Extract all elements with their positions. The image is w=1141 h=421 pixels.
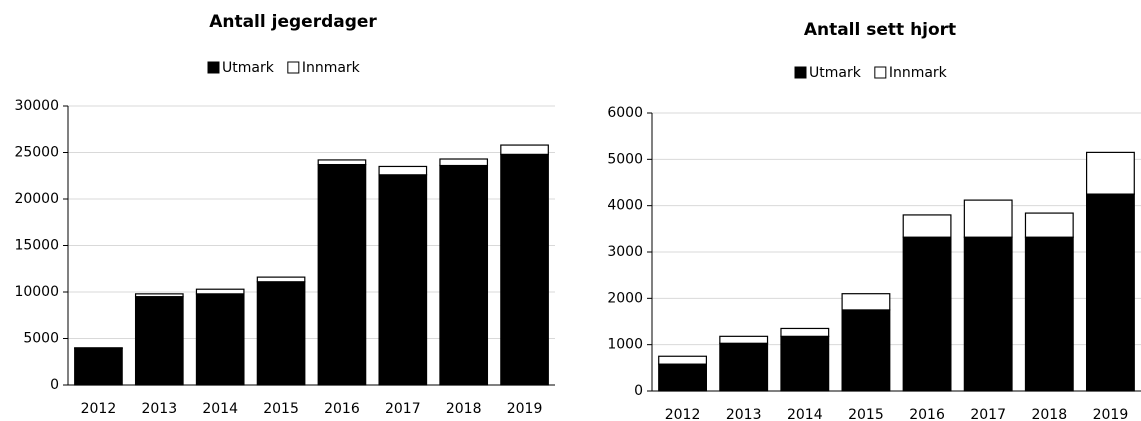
y-tick-label: 6000 <box>607 105 643 121</box>
bar-segment <box>1024 236 1074 392</box>
bar-segment <box>719 335 769 344</box>
bar-segment <box>963 236 1013 392</box>
bar-segment <box>963 199 1013 238</box>
bar-segment <box>134 296 184 386</box>
bar-segment <box>841 293 891 311</box>
bar-segment <box>317 163 367 386</box>
x-tick-label: 2018 <box>446 401 482 417</box>
y-tick-label: 30000 <box>14 98 59 114</box>
bar-segment <box>500 153 549 386</box>
y-tick-label: 4000 <box>607 198 643 214</box>
x-tick-label: 2015 <box>848 407 884 421</box>
bar-segment <box>439 164 489 386</box>
legend-label: Utmark <box>222 60 275 76</box>
bar-segment <box>74 347 123 386</box>
bar-segment <box>256 276 306 283</box>
x-tick-label: 2017 <box>385 401 421 417</box>
y-tick-label: 3000 <box>607 244 643 260</box>
bar-segment <box>841 309 891 392</box>
x-tick-label: 2016 <box>324 401 360 417</box>
x-tick-label: 2016 <box>909 407 945 421</box>
x-tick-label: 2013 <box>726 407 762 421</box>
y-tick-label: 10000 <box>14 284 59 300</box>
y-tick-label: 1000 <box>607 337 643 353</box>
y-tick-label: 5000 <box>607 151 643 167</box>
bar-segment <box>256 281 306 386</box>
bar-segment <box>719 342 769 392</box>
x-tick-label: 2017 <box>970 407 1006 421</box>
bar-segment <box>439 158 489 167</box>
x-tick-label: 2018 <box>1031 407 1067 421</box>
y-tick-label: 20000 <box>14 191 59 207</box>
chart-title: Antall jegerdager <box>209 12 377 32</box>
bar-segment <box>195 288 245 295</box>
bar-segment <box>658 363 708 392</box>
bar-segment <box>902 214 952 238</box>
bar-segment <box>780 335 830 392</box>
bar-segment <box>317 159 367 166</box>
y-tick-label: 2000 <box>607 290 643 306</box>
bar-segment <box>1085 193 1135 392</box>
bar-segment <box>134 293 184 298</box>
y-tick-label: 15000 <box>14 238 59 254</box>
x-tick-label: 2015 <box>263 401 299 417</box>
y-tick-label: 5000 <box>23 331 59 347</box>
x-tick-label: 2014 <box>787 407 823 421</box>
x-tick-label: 2012 <box>81 401 117 417</box>
bar-segment <box>195 293 245 386</box>
legend-label: Innmark <box>302 60 361 76</box>
legend-swatch <box>874 66 887 79</box>
legend-swatch <box>794 66 807 79</box>
legend-label: Innmark <box>889 65 948 81</box>
y-tick-label: 0 <box>50 377 59 393</box>
chart-title: Antall sett hjort <box>804 20 956 40</box>
legend-label: Utmark <box>809 65 862 81</box>
legend-swatch <box>287 61 300 74</box>
y-tick-label: 25000 <box>14 145 59 161</box>
x-tick-label: 2014 <box>202 401 238 417</box>
bar-segment <box>780 327 830 337</box>
bar-segment <box>902 236 952 392</box>
bar-segment <box>1024 212 1074 238</box>
legend-swatch <box>207 61 220 74</box>
bar-segment <box>378 165 428 176</box>
x-tick-label: 2012 <box>665 407 701 421</box>
y-tick-label: 0 <box>634 383 643 399</box>
bar-segment <box>658 355 708 365</box>
x-tick-label: 2013 <box>141 401 177 417</box>
bar-segment <box>1085 151 1135 195</box>
bar-segment <box>378 174 428 386</box>
x-tick-label: 2019 <box>1093 407 1129 421</box>
bar-segment <box>500 144 549 155</box>
x-tick-label: 2019 <box>507 401 543 417</box>
